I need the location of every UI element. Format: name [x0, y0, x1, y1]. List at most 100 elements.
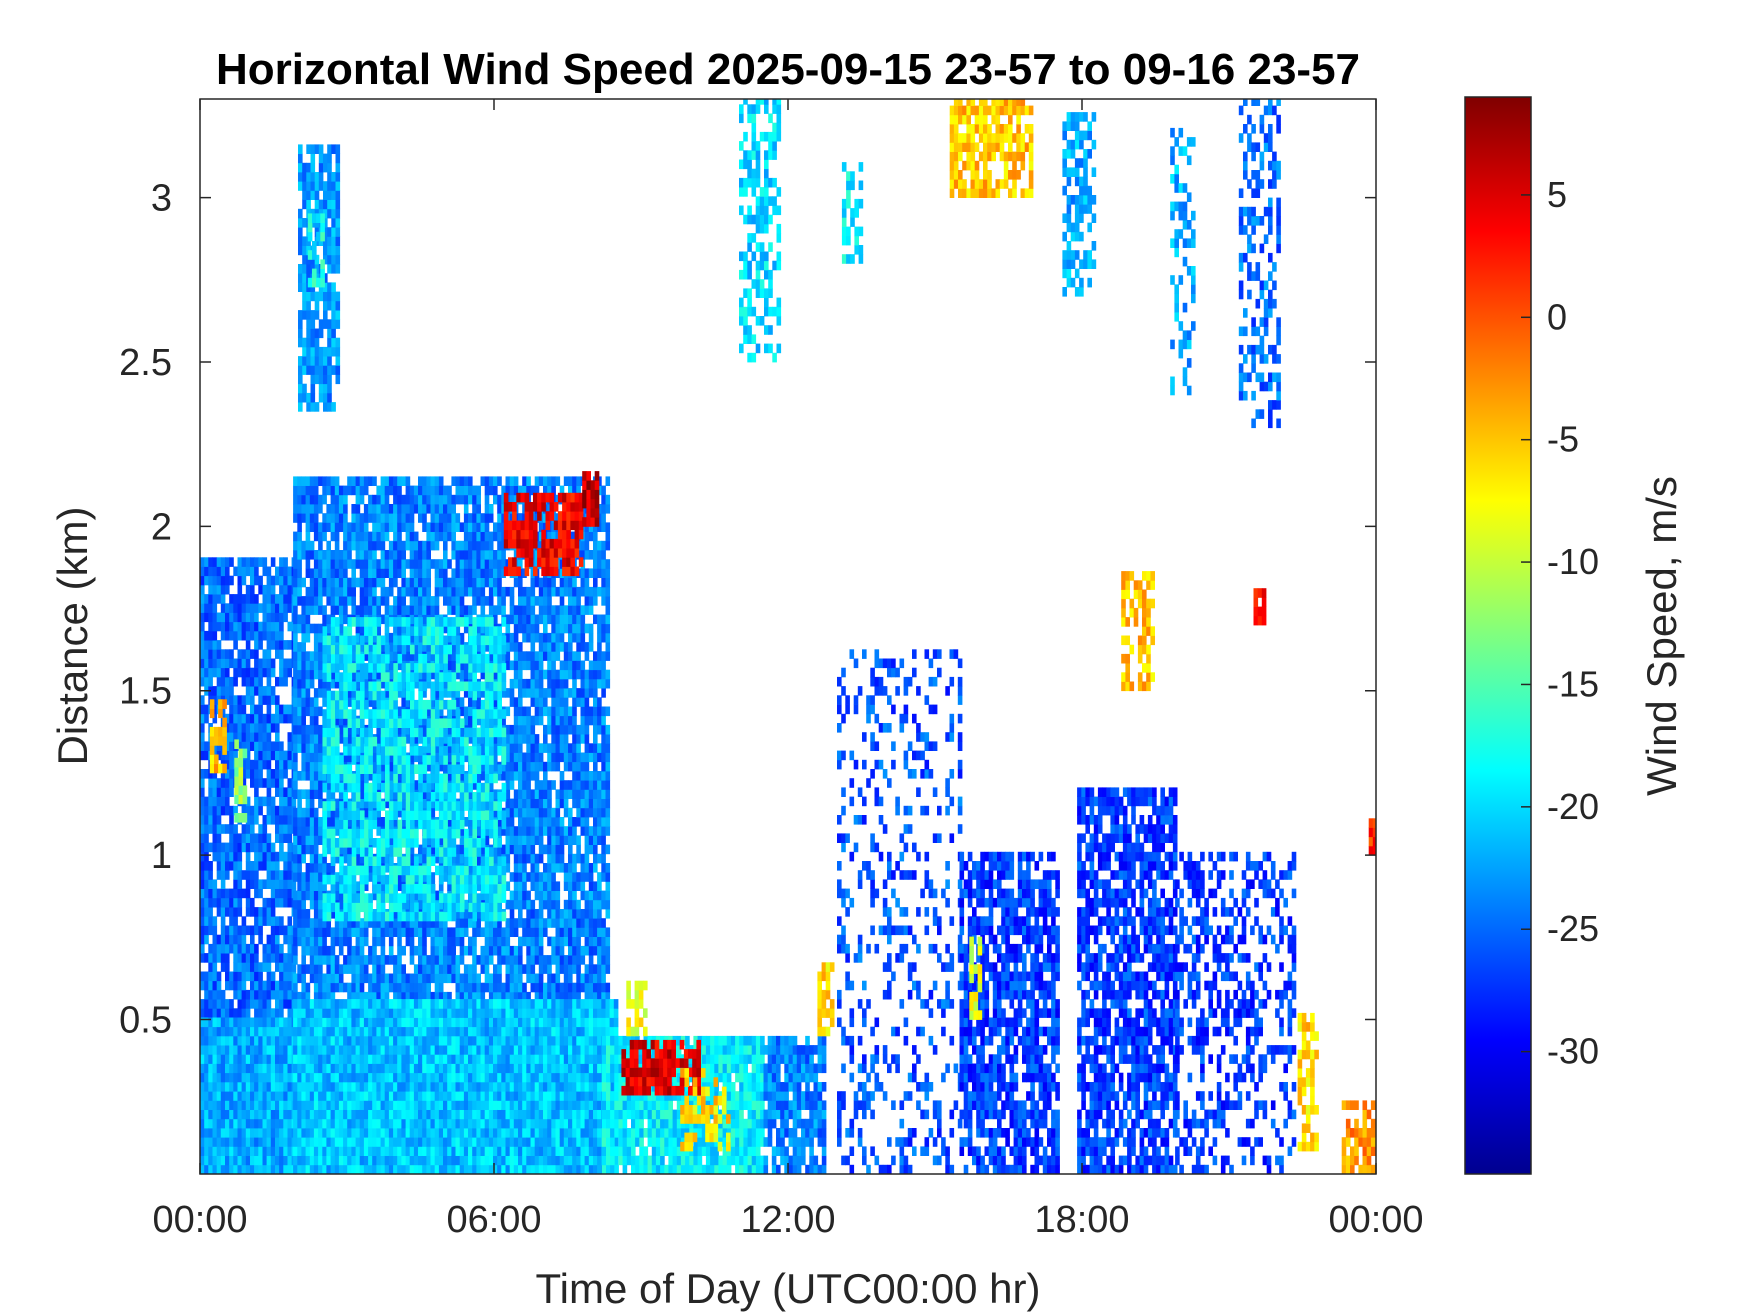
heatmap-cell [472, 494, 477, 505]
heatmap-cell [216, 1008, 222, 1018]
heatmap-cell [266, 916, 272, 926]
heatmap-cell [318, 909, 323, 919]
heatmap-cell [351, 982, 356, 993]
heatmap-cell [250, 879, 255, 889]
heatmap-cell [301, 485, 306, 496]
heatmap-cell [559, 863, 565, 873]
heatmap-cell [266, 584, 272, 595]
heatmap-cell [509, 688, 515, 698]
heatmap-cell [405, 540, 411, 551]
heatmap-cell [522, 982, 527, 993]
heatmap-cell [384, 918, 390, 928]
heatmap-cell [343, 715, 348, 726]
heatmap-cell [220, 907, 226, 917]
heatmap-cell [293, 678, 298, 689]
heatmap-cell [245, 805, 251, 816]
heatmap-cell [233, 980, 238, 991]
heatmap-cell [543, 669, 548, 680]
heatmap-cell [501, 955, 506, 965]
heatmap-cell [551, 688, 556, 698]
heatmap-cell [505, 586, 511, 597]
heatmap-cell [522, 734, 527, 744]
heatmap-cell [287, 575, 293, 586]
heatmap-cell [443, 863, 448, 873]
heatmap-cell [258, 989, 263, 1000]
heatmap-cell [216, 824, 222, 834]
heatmap-cell [443, 945, 448, 956]
heatmap-cell [208, 1017, 213, 1028]
heatmap-cell [283, 557, 288, 567]
heatmap-cell [279, 962, 284, 972]
heatmap-cell [463, 550, 469, 560]
heatmap-cell [250, 971, 255, 982]
heatmap-cell [530, 771, 536, 781]
heatmap-cell [262, 1035, 268, 1046]
heatmap-cell [493, 973, 498, 984]
heatmap-cell [363, 540, 369, 551]
heatmap-cell [212, 1082, 218, 1092]
heatmap-cell [497, 504, 502, 514]
heatmap-cell [266, 723, 272, 733]
heatmap-cell [505, 899, 511, 910]
heatmap-cell [297, 614, 302, 625]
heatmap-cell [434, 955, 440, 965]
heatmap-cell [254, 1026, 259, 1037]
heatmap-cell [225, 962, 230, 972]
heatmap-cell [229, 842, 234, 853]
heatmap-cell [551, 669, 556, 680]
heatmap-cell [551, 651, 556, 661]
heatmap-cell [297, 909, 302, 919]
heatmap-cell [393, 991, 398, 1002]
heatmap-cell [497, 531, 502, 542]
heatmap-cell [212, 1109, 218, 1120]
heatmap-cell [505, 642, 511, 652]
heatmap-cell [559, 936, 565, 947]
heatmap-cell [530, 872, 536, 882]
heatmap-cell [216, 1146, 222, 1156]
heatmap-cell [233, 630, 238, 641]
heatmap-cell [397, 485, 402, 496]
heatmap-cell [363, 991, 369, 1002]
heatmap-cell [422, 522, 427, 532]
heatmap-cell [258, 686, 263, 696]
heatmap-cell [287, 1054, 293, 1064]
heatmap-cell [338, 927, 344, 937]
heatmap-cell [526, 623, 531, 634]
heatmap-cell [266, 1063, 272, 1074]
heatmap-cell [250, 759, 255, 770]
heatmap-cell [301, 688, 306, 698]
heatmap-cell [220, 1118, 226, 1129]
heatmap-cell [534, 734, 540, 744]
heatmap-cell [204, 1072, 209, 1083]
heatmap-cell [451, 550, 456, 560]
heatmap-cell [468, 540, 473, 551]
heatmap-cell [530, 678, 536, 689]
heatmap-cell [509, 771, 515, 781]
heatmap-cell [258, 1100, 263, 1110]
heatmap-cell [313, 927, 319, 937]
heatmap-cell [418, 586, 423, 597]
heatmap-cell [287, 962, 293, 972]
heatmap-cell [513, 771, 519, 781]
heatmap-cell [330, 807, 336, 818]
heatmap-cell [422, 688, 427, 698]
heatmap-cell [543, 614, 548, 625]
heatmap-cell [270, 575, 276, 586]
heatmap-cell [334, 964, 340, 974]
heatmap-cell [266, 1128, 272, 1138]
heatmap-cell [301, 678, 306, 689]
heatmap-cell [208, 1045, 213, 1055]
heatmap-cell [380, 614, 386, 625]
heatmap-cell [270, 980, 276, 991]
heatmap-cell [225, 787, 230, 797]
heatmap-cell [245, 713, 251, 724]
heatmap-cell [322, 577, 327, 588]
heatmap-cell [279, 1146, 284, 1156]
heatmap-cell [229, 1164, 234, 1174]
heatmap-cell [472, 485, 477, 496]
heatmap-cell [330, 596, 336, 606]
heatmap-cell [434, 752, 440, 763]
heatmap-cell [225, 1045, 230, 1055]
heatmap-cell [468, 982, 473, 993]
heatmap-cell [343, 550, 348, 560]
